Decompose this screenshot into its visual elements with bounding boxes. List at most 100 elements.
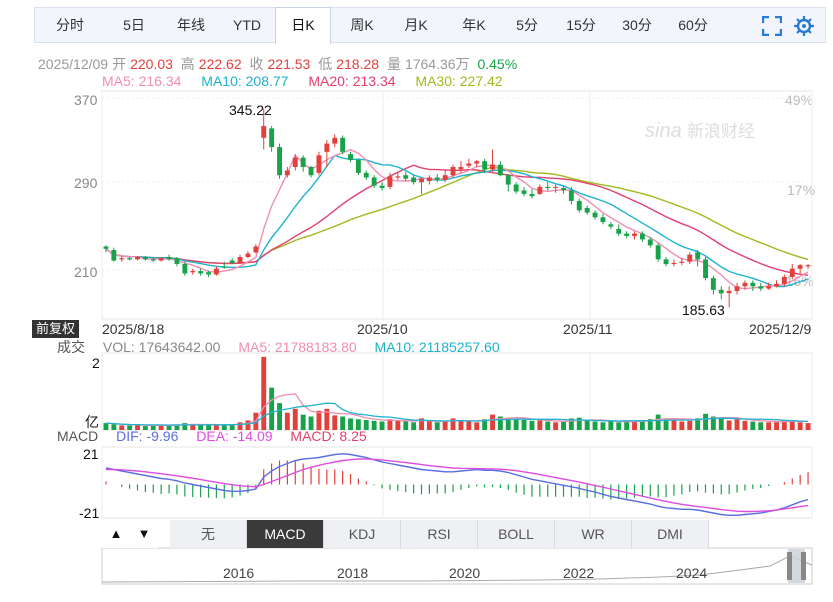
candle-body — [568, 190, 574, 201]
candle-body — [616, 229, 622, 234]
candle-body — [229, 260, 235, 263]
quote-date: 2025/12/09 — [38, 56, 109, 72]
scroll-up-button[interactable]: ▲ — [102, 520, 130, 548]
indicator-rsi[interactable]: RSI — [401, 520, 478, 548]
volume-bar — [584, 420, 590, 430]
candle — [703, 257, 708, 281]
candle-body — [182, 264, 188, 274]
candle — [521, 186, 527, 197]
tab-year-line[interactable]: 年线 — [177, 17, 205, 33]
candle — [655, 243, 661, 262]
open-value: 220.03 — [130, 56, 173, 72]
tab-intraday[interactable]: 分时 — [56, 17, 84, 33]
candle — [687, 252, 693, 265]
watermark-text: 新浪财经 — [687, 122, 755, 142]
tab-60min[interactable]: 60分 — [678, 17, 708, 33]
candle-body — [695, 252, 701, 260]
candle-body — [253, 246, 259, 253]
macd-legend: MACD DIF: -9.96 DEA: -14.09 MACD: 8.25 — [57, 428, 381, 444]
candle — [742, 280, 748, 290]
candle-body — [332, 137, 338, 144]
high-annotation: 345.22 — [229, 102, 272, 118]
candle — [450, 164, 456, 178]
navigator-handle-left[interactable] — [787, 552, 792, 580]
volume-bar — [166, 425, 172, 430]
indicator-wr[interactable]: WR — [555, 520, 632, 548]
volume-bar — [229, 424, 235, 430]
volume-bar — [379, 421, 385, 430]
candle-body — [758, 286, 764, 289]
volume-bar — [750, 421, 756, 430]
tab-5min[interactable]: 5分 — [516, 17, 538, 33]
ma-lines — [105, 148, 809, 290]
volume-bar — [261, 356, 267, 430]
macd-tick-top: 21 — [83, 446, 99, 462]
candle-body — [206, 272, 211, 275]
ma30-label: MA30: 227.42 — [415, 73, 503, 89]
candle — [671, 259, 677, 267]
period-tabs: 分时 5日 年线 YTD 日K 周K 月K 年K 5分 15分 30分 60分 — [34, 7, 826, 44]
tab-30min[interactable]: 30分 — [622, 17, 652, 33]
tab-5day[interactable]: 5日 — [123, 17, 145, 33]
candle — [316, 151, 322, 176]
settings-icon[interactable] — [794, 16, 814, 36]
candle-body — [158, 258, 164, 261]
candle — [426, 175, 432, 185]
high-label: 高 — [180, 56, 195, 72]
candle — [576, 198, 582, 213]
macd-value: MACD: 8.25 — [290, 428, 367, 444]
volume-bar — [474, 422, 480, 430]
nav-year-2020: 2020 — [449, 565, 481, 581]
candle-body — [166, 257, 172, 260]
candle — [284, 167, 290, 178]
candle — [127, 257, 133, 261]
volume-bar — [710, 416, 716, 430]
candle — [789, 264, 795, 280]
indicator-dmi[interactable]: DMI — [632, 520, 709, 548]
indicator-macd[interactable]: MACD — [247, 520, 324, 548]
candle-body — [442, 175, 448, 180]
candle-body — [371, 177, 377, 186]
candle — [253, 244, 259, 254]
candle-body — [497, 164, 503, 176]
candle — [663, 257, 669, 267]
candle-body — [742, 282, 748, 287]
tab-monthly-k[interactable]: 月K — [404, 17, 428, 33]
navigator-handle-right[interactable] — [801, 552, 806, 580]
indicator-kdj[interactable]: KDJ — [324, 520, 401, 548]
indicator-boll[interactable]: BOLL — [478, 520, 555, 548]
candle — [269, 126, 275, 152]
volume-bar — [529, 420, 535, 430]
tab-daily-k[interactable]: 日K — [275, 7, 331, 44]
candle — [584, 205, 590, 215]
indicator-none[interactable]: 无 — [170, 520, 247, 548]
volume-bar — [182, 423, 188, 430]
volume-bar — [726, 420, 732, 430]
candle-body — [466, 163, 472, 166]
tab-15min[interactable]: 15分 — [566, 17, 596, 33]
scroll-down-button[interactable]: ▼ — [130, 520, 158, 548]
candle — [403, 171, 409, 182]
watermark-logo: sina — [645, 120, 682, 142]
tab-weekly-k[interactable]: 周K — [350, 17, 374, 33]
candle — [221, 261, 227, 269]
fullscreen-icon[interactable] — [762, 16, 782, 36]
volume-bar — [671, 420, 677, 430]
volume-bar — [505, 418, 511, 430]
candle — [750, 280, 756, 291]
candle — [726, 286, 732, 308]
dif-value: DIF: -9.96 — [116, 428, 179, 444]
adjust-badge[interactable]: 前复权 — [32, 320, 79, 338]
candle-body — [458, 167, 464, 170]
candle-body — [403, 175, 409, 179]
tab-yearly-k[interactable]: 年K — [462, 17, 486, 33]
candle-body — [513, 184, 519, 192]
volume-bar — [190, 424, 196, 430]
candle — [119, 255, 125, 262]
candle-body — [521, 190, 527, 194]
volume-legend: 成交 VOL: 17643642.00 MA5: 21788183.80 MA1… — [57, 337, 514, 357]
candle-body — [395, 176, 401, 178]
ma20-line — [105, 164, 809, 276]
candle — [679, 258, 685, 266]
tab-ytd[interactable]: YTD — [233, 17, 261, 33]
